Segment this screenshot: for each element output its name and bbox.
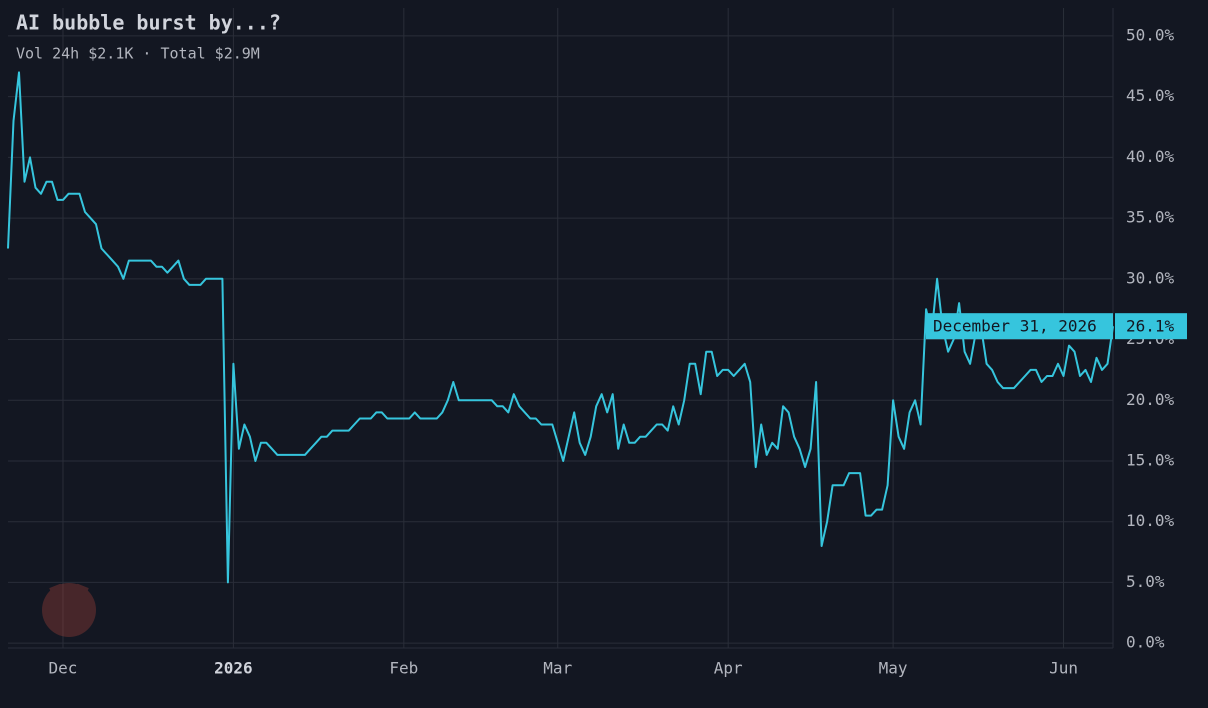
tooltip-box: [926, 313, 1113, 340]
x-tick-label: Apr: [714, 659, 743, 678]
x-tick-label: Feb: [389, 659, 418, 678]
chart-title: AI bubble burst by...?: [16, 11, 281, 35]
y-tick-label: 15.0%: [1126, 450, 1175, 469]
tooltip-label: December 31, 2026: [933, 317, 1097, 336]
y-tick-label: 20.0%: [1126, 390, 1175, 409]
y-tick-label: 50.0%: [1126, 25, 1175, 44]
x-tick-label: 2026: [214, 659, 253, 678]
y-tick-label: 0.0%: [1126, 633, 1165, 652]
x-tick-label: Mar: [543, 659, 572, 678]
x-tick-label: Jun: [1049, 659, 1078, 678]
last-value-label: 26.1%: [1126, 317, 1175, 336]
y-tick-label: 35.0%: [1126, 208, 1175, 227]
y-tick-label: 30.0%: [1126, 268, 1175, 287]
y-tick-label: 5.0%: [1126, 572, 1165, 591]
x-tick-label: May: [879, 659, 908, 678]
y-tick-label: 40.0%: [1126, 147, 1175, 166]
y-tick-label: 45.0%: [1126, 86, 1175, 105]
last-value-box: [1115, 313, 1187, 340]
logo: [42, 583, 96, 637]
grid: [8, 8, 1114, 649]
x-tick-label: Dec: [49, 659, 78, 678]
y-tick-label: 10.0%: [1126, 511, 1175, 530]
chart-subtitle: Vol 24h $2.1K · Total $2.9M: [16, 45, 260, 63]
